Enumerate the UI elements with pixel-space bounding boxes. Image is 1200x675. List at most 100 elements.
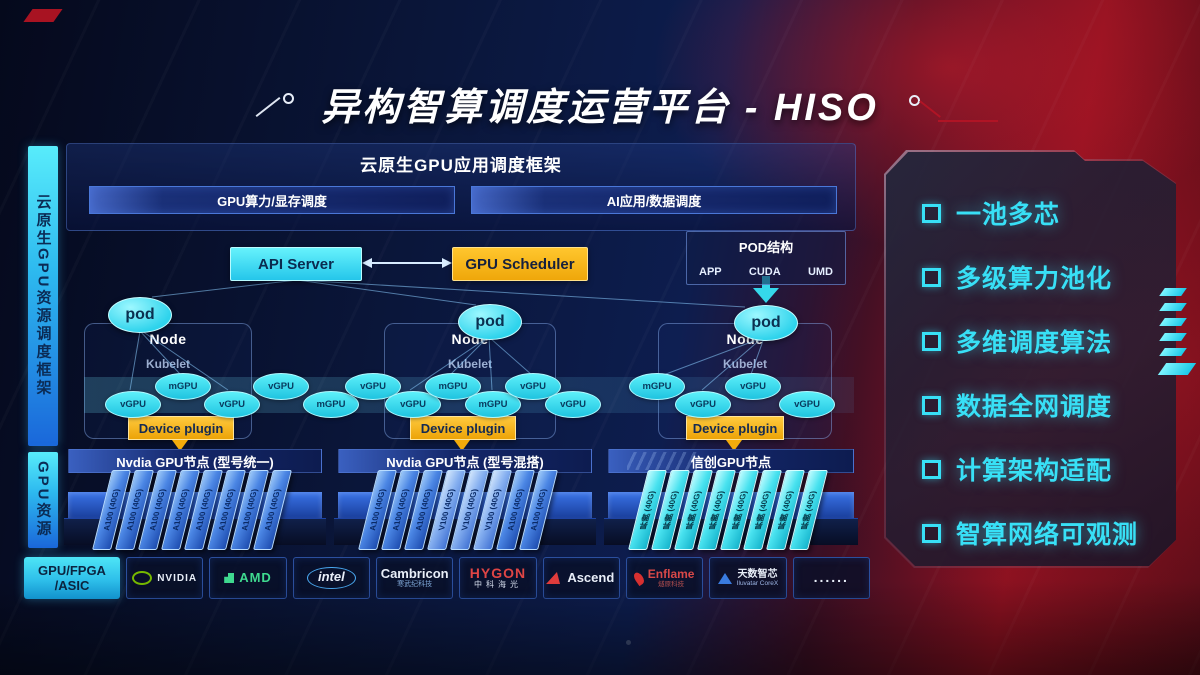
feature-item: 多维调度算法 <box>922 324 1138 358</box>
pod-structure-layers: APP CUDA UMD <box>699 266 833 278</box>
gpu-instance-ellipse: vGPU <box>204 391 260 418</box>
vendor-text: intel <box>306 566 356 590</box>
vendor-enflame: Enflame 燧原科技 <box>625 557 704 599</box>
app-framework-modules: GPU算力/显存调度 AI应用/数据调度 <box>89 186 837 214</box>
square-bullet-icon <box>922 523 941 543</box>
vendor-amd: AMD <box>209 557 287 599</box>
vendor-name: Cambricon <box>380 566 449 581</box>
amd-logo-icon <box>224 573 235 583</box>
vendor-hygon: HYGON 中科海光 <box>459 557 537 599</box>
down-arrow-icon <box>726 440 742 451</box>
gpu-instance-ellipse: vGPU <box>725 373 781 400</box>
pod-layer-umd: UMD <box>807 266 833 278</box>
hazard-stripe-icon <box>1159 288 1187 296</box>
vendor-lead-box: GPU/FPGA /ASIC <box>24 557 120 599</box>
feature-panel-inner: 一池多芯多级算力池化 多维调度算法 数据全网调度 计算架构适配 智算网络可观测 <box>886 152 1176 566</box>
nvidia-logo-icon <box>132 571 153 585</box>
title-node-icon <box>283 93 294 104</box>
feature-label: 一池多芯 <box>956 201 1061 229</box>
feature-item: 数据全网调度 <box>922 388 1138 422</box>
vendor-lead-line1: GPU/FPGA <box>38 563 106 578</box>
feature-label: 智算网络可观测 <box>956 521 1139 549</box>
enflame-logo-icon <box>631 570 646 586</box>
vendor-text: Enflame 燧原科技 <box>647 566 695 589</box>
gpu-instance-ellipse: vGPU <box>545 391 601 418</box>
pod-layer-app: APP <box>699 266 722 278</box>
sidebar-resources-bar: GPU资源 <box>28 452 58 548</box>
gpu-instance-ellipse: vGPU <box>675 391 731 418</box>
vendor-name: ...... <box>813 569 849 586</box>
vendor-name: Ascend <box>567 569 615 585</box>
vendor-subtitle: 燧原科技 <box>658 581 685 589</box>
vendor-row: NVIDIA AMD intel Cambricon 寒武纪科技 HYGON 中科海光 Asc… <box>126 557 870 599</box>
node-label: Node <box>149 331 187 347</box>
vendor-text: NVIDIA <box>157 573 197 584</box>
vendor-ascend: Ascend <box>542 557 620 599</box>
kubelet-label: Kubelet <box>447 357 492 371</box>
gpu-instance-ellipse: vGPU <box>105 391 161 418</box>
pod-ellipse: pod <box>734 305 798 341</box>
gpu-instance-ellipse: mGPU <box>303 391 359 418</box>
feature-label: 多级算力池化 <box>956 265 1113 293</box>
gpu-scheduler-box: GPU Scheduler <box>452 247 588 281</box>
hazard-stripe-icon <box>1159 318 1187 326</box>
sidebar-framework-label: 云原生GPU资源调度框架 <box>34 194 52 398</box>
gpu-group-title-mixed: Nvdia GPU节点 (型号混搭) <box>338 449 592 473</box>
feature-label: 数据全网调度 <box>956 393 1113 421</box>
device-plugin-box: Device plugin <box>128 416 234 440</box>
vendor-text: Cambricon 寒武纪科技 <box>380 566 449 589</box>
page-title: 异构智算调度运营平台 - HISO <box>321 87 879 129</box>
module-gpu-compute-scheduling: GPU算力/显存调度 <box>89 186 455 214</box>
square-bullet-icon <box>922 459 941 479</box>
vendor-name: Enflame <box>647 566 695 581</box>
hazard-stripe-icon <box>1157 363 1197 375</box>
vendor-subtitle: Iluvatar CoreX <box>736 579 779 587</box>
corner-decoration <box>23 9 63 22</box>
title-trace-line <box>938 120 998 122</box>
feature-label: 计算架构适配 <box>956 457 1113 485</box>
vendor-iluvatar: 天数智芯 Iluvatar CoreX <box>709 557 787 599</box>
hazard-stripe-icon <box>1159 303 1187 311</box>
pod-structure-title: POD结构 <box>738 240 794 255</box>
vendor-intel: intel <box>292 557 370 599</box>
footer-dot <box>626 640 631 645</box>
vendor-lead-line2: /ASIC <box>54 578 90 593</box>
api-server-box: API Server <box>230 247 362 281</box>
device-plugin-box: Device plugin <box>686 416 784 440</box>
feature-label: 多维调度算法 <box>956 329 1113 357</box>
gpu-instance-ellipse: mGPU <box>629 373 685 400</box>
feature-list: 一池多芯多级算力池化 多维调度算法 数据全网调度 计算架构适配 智算网络可观测 <box>922 196 1138 550</box>
vendor-name: 天数智芯 <box>737 568 778 580</box>
vendor-name: AMD <box>239 569 272 585</box>
vendor-text: 天数智芯 Iluvatar CoreX <box>737 569 779 587</box>
vendor-text: ...... <box>813 569 849 586</box>
down-arrow-icon <box>454 440 470 451</box>
feature-item: 计算架构适配 <box>922 452 1138 486</box>
sidebar-resources-label: GPU资源 <box>34 461 52 539</box>
feature-item: 智算网络可观测 <box>922 516 1138 550</box>
gpu-instance-ellipse: vGPU <box>779 391 835 418</box>
kubelet-label: Kubelet <box>145 357 190 371</box>
app-framework-title: 云原生GPU应用调度框架 <box>360 156 562 175</box>
feature-item: 多级算力池化 <box>922 260 1138 294</box>
device-plugin-box: Device plugin <box>410 416 516 440</box>
feature-item: 一池多芯 <box>922 196 1138 230</box>
sidebar-framework-bar: 云原生GPU资源调度框架 <box>28 146 58 446</box>
vendor-text: AMD <box>239 569 272 585</box>
app-framework-panel: 云原生GPU应用调度框架 GPU算力/显存调度 AI应用/数据调度 <box>66 143 856 231</box>
pod-structure-box: POD结构 APP CUDA UMD <box>686 231 846 285</box>
title-node-icon <box>909 95 920 106</box>
down-arrow-icon <box>172 440 188 451</box>
module-ai-data-scheduling: AI应用/数据调度 <box>471 186 837 214</box>
iluvatar-logo-icon <box>717 572 732 584</box>
kubelet-label: Kubelet <box>722 357 767 371</box>
vendor-cambricon: Cambricon 寒武纪科技 <box>375 557 454 599</box>
pod-ellipse: pod <box>108 297 172 333</box>
vendor-name: intel <box>306 566 356 590</box>
hazard-stripe-icon <box>1159 348 1187 356</box>
gpu-instance-ellipse: mGPU <box>155 373 211 400</box>
vendor-nvidia: NVIDIA <box>126 557 204 599</box>
vendor-name: NVIDIA <box>157 572 198 584</box>
pod-ellipse: pod <box>458 304 522 340</box>
